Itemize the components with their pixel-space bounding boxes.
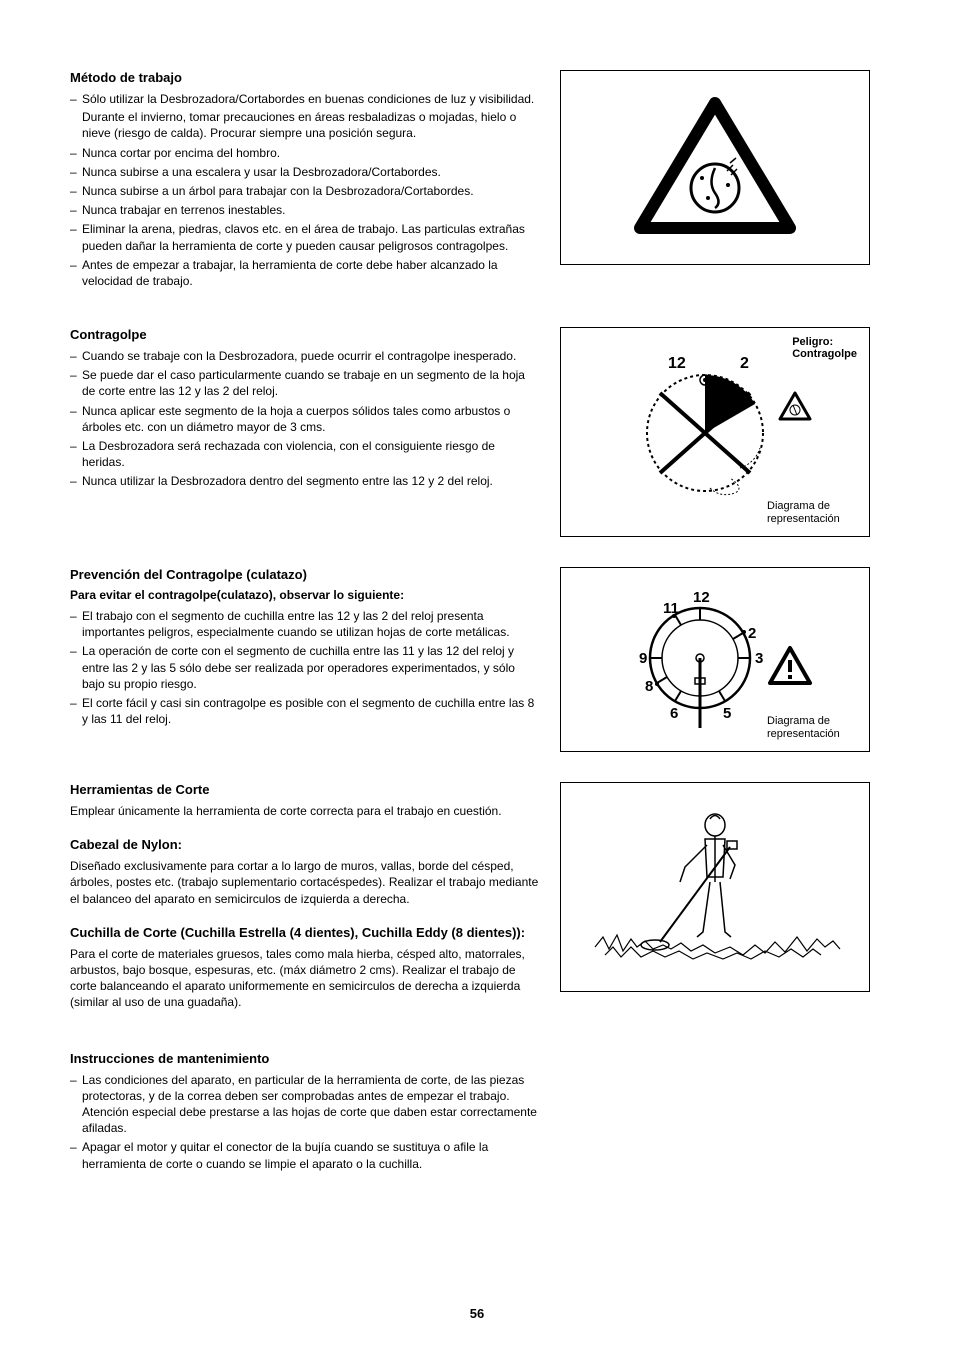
svg-text:8: 8 [645, 678, 653, 695]
warning-triangle-icon [630, 93, 800, 243]
svg-text:6: 6 [670, 705, 678, 722]
list-item: Nunca trabajar en terrenos inestables. [70, 202, 540, 218]
row-herramientas: Herramientas de Corte Emplear únicamente… [70, 782, 894, 1021]
col-prevencion-figure: 12 11 2 9 3 8 6 5 Diagrama de representa… [560, 567, 870, 752]
list-item: Las condiciones del aparato, en particul… [70, 1072, 540, 1137]
kickback-diagram-icon: 12 2 [615, 338, 815, 508]
heading-cuchilla: Cuchilla de Corte (Cuchilla Estrella (4 … [70, 925, 540, 940]
heading-contragolpe: Contragolpe [70, 327, 540, 342]
subheading-prevencion: Para evitar el contragolpe(culatazo), ob… [70, 588, 540, 602]
para-herramientas: Emplear únicamente la herramienta de cor… [70, 803, 540, 819]
num-12: 12 [668, 355, 686, 372]
col-metodo-figure [560, 70, 870, 292]
col-herramientas-text: Herramientas de Corte Emplear únicamente… [70, 782, 540, 1021]
svg-text:9: 9 [639, 650, 647, 667]
col-metodo-text: Método de trabajo Sólo utilizar la Desbr… [70, 70, 540, 292]
col-contragolpe-figure: Peligro: Contragolpe 12 2 [560, 327, 870, 537]
list-item: El trabajo con el segmento de cuchilla e… [70, 608, 540, 640]
row-metodo: Método de trabajo Sólo utilizar la Desbr… [70, 70, 894, 292]
peligro-text: Peligro: [792, 336, 833, 348]
col-instrucciones-empty [560, 1051, 870, 1175]
list-contragolpe: Cuando se trabaje con la Desbrozadora, p… [70, 348, 540, 490]
heading-prevencion: Prevención del Contragolpe (culatazo) [70, 567, 540, 582]
list-item: El corte fácil y casi sin contragolpe es… [70, 695, 540, 727]
svg-text:12: 12 [693, 589, 710, 606]
list-instrucciones: Las condiciones del aparato, en particul… [70, 1072, 540, 1172]
clock-caption: Diagrama de representación [767, 715, 857, 741]
list-item: Nunca subirse a un árbol para trabajar c… [70, 183, 540, 199]
heading-cabezal: Cabezal de Nylon: [70, 837, 540, 852]
list-item: La operación de corte con el segmento de… [70, 643, 540, 692]
list-metodo: Sólo utilizar la Desbrozadora/Cortaborde… [70, 91, 540, 289]
list-item: Nunca subirse a una escalera y usar la D… [70, 164, 540, 180]
list-item: Apagar el motor y quitar el conector de … [70, 1139, 540, 1171]
svg-text:3: 3 [755, 650, 763, 667]
col-contragolpe-text: Contragolpe Cuando se trabaje con la Des… [70, 327, 540, 537]
para-cabezal: Diseñado exclusivamente para cortar a lo… [70, 858, 540, 907]
svg-text:5: 5 [723, 705, 731, 722]
kickback-caption: Diagrama de representación [767, 500, 857, 526]
para-cuchilla: Para el corte de materiales gruesos, tal… [70, 946, 540, 1011]
col-operator-figure [560, 782, 870, 1021]
list-item: Se puede dar el caso particularmente cua… [70, 367, 540, 399]
row-instrucciones: Instrucciones de mantenimiento Las condi… [70, 1051, 894, 1175]
figure-warning-triangle [560, 70, 870, 265]
figure-clock: 12 11 2 9 3 8 6 5 Diagrama de representa… [560, 567, 870, 752]
heading-herramientas: Herramientas de Corte [70, 782, 540, 797]
kickback-label: Peligro: Contragolpe [792, 336, 857, 360]
svg-text:11: 11 [663, 600, 679, 617]
list-item: Antes de empezar a trabajar, la herramie… [70, 257, 540, 289]
figure-kickback: Peligro: Contragolpe 12 2 [560, 327, 870, 537]
list-item: La Desbrozadora será rechazada con viole… [70, 438, 540, 470]
row-prevencion: Prevención del Contragolpe (culatazo) Pa… [70, 567, 894, 752]
contragolpe-text: Contragolpe [792, 348, 857, 360]
list-item: Sólo utilizar la Desbrozadora/Cortaborde… [70, 91, 540, 142]
num-2: 2 [740, 355, 749, 372]
operator-icon [575, 797, 855, 977]
row-contragolpe: Contragolpe Cuando se trabaje con la Des… [70, 327, 894, 537]
col-prevencion-text: Prevención del Contragolpe (culatazo) Pa… [70, 567, 540, 752]
heading-instrucciones: Instrucciones de mantenimiento [70, 1051, 540, 1066]
list-item: Nunca cortar por encima del hombro. [70, 145, 540, 161]
heading-metodo: Método de trabajo [70, 70, 540, 85]
list-item: Nunca aplicar este segmento de la hoja a… [70, 403, 540, 435]
list-prevencion: El trabajo con el segmento de cuchilla e… [70, 608, 540, 727]
list-item: Eliminar la arena, piedras, clavos etc. … [70, 221, 540, 253]
figure-operator [560, 782, 870, 992]
page-number: 56 [0, 1306, 954, 1321]
list-item: Cuando se trabaje con la Desbrozadora, p… [70, 348, 540, 364]
page: Método de trabajo Sólo utilizar la Desbr… [0, 0, 954, 1351]
list-item: Nunca utilizar la Desbrozadora dentro de… [70, 473, 540, 489]
svg-text:2: 2 [748, 625, 756, 642]
col-instrucciones-text: Instrucciones de mantenimiento Las condi… [70, 1051, 540, 1175]
